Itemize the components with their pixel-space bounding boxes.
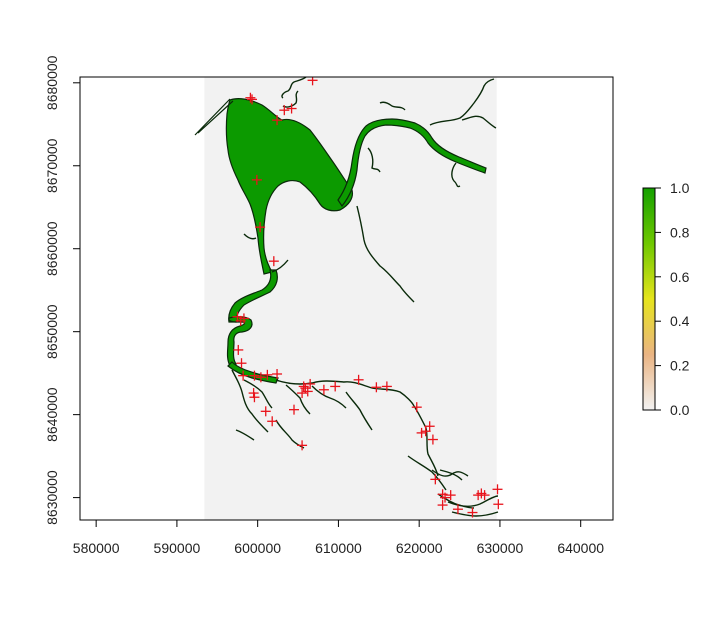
stream-lower-c [285,384,311,415]
y-tick-label: 8680000 [44,55,60,110]
x-tick-label: 590000 [154,540,201,556]
y-tick-label: 8650000 [44,304,60,359]
presence-point [249,392,260,403]
stream-mid-right [367,147,381,173]
presence-point [267,416,278,427]
presence-point [492,484,503,495]
legend-tick-label: 0.6 [670,269,690,285]
presence-point [445,490,456,501]
presence-point [233,344,244,355]
y-axis: 8630000 8640000 8650000 8660000 8670000 86800… [44,55,81,525]
stream-south-long [356,205,415,303]
presence-point [302,386,313,397]
stream-se-2 [407,455,447,491]
presence-point [249,370,260,381]
presence-point [467,507,478,518]
y-tick-label: 8670000 [44,138,60,193]
stream-east-upper [429,78,495,126]
legend-tick-label: 1.0 [670,180,690,196]
stream-se-6 [451,511,499,517]
stream-lower-e [275,419,305,449]
stream-lower-a [231,369,269,433]
stream-north-mid [282,90,299,108]
stream-east-lower [451,162,461,188]
presence-point [268,256,279,267]
stream-east-right [461,115,497,129]
upper-left-spit [194,98,234,136]
legend-tick-label: 0.0 [670,402,690,418]
presence-point [420,426,431,437]
y-tick-label: 8640000 [44,387,60,442]
presence-points [232,77,504,518]
presence-point [297,440,308,451]
presence-point [353,374,364,385]
presence-point [305,378,316,389]
presence-point [289,404,300,415]
presence-point [371,382,382,393]
stream-south-right [271,259,289,273]
stream-lower-b [243,379,273,409]
stream-west-low [235,429,255,441]
presence-point [437,500,448,511]
stream-west [243,233,257,240]
presence-point [318,384,329,395]
presence-point [272,115,283,126]
presence-point [238,313,249,324]
legend-tick-label: 0.2 [670,358,690,374]
legend-tick-label: 0.8 [670,224,690,240]
x-tick-label: 640000 [557,540,604,556]
stream-north-top [281,77,307,99]
presence-point [440,492,451,503]
bay-area [225,98,354,275]
legend-colorbar [642,187,656,411]
x-tick-label: 620000 [396,540,443,556]
presence-point [427,434,438,445]
presence-point [238,370,249,381]
presence-point [279,105,290,116]
presence-point [452,504,463,515]
y-tick-label: 8660000 [44,221,60,276]
presence-point [260,406,271,417]
legend-tick-label: 0.4 [670,313,690,329]
presence-point [416,427,427,438]
x-axis: 580000 590000 600000 610000 620000 630000 6400… [73,519,604,556]
color-legend: 0.0 0.2 0.4 0.6 0.8 1.0 [642,180,690,418]
presence-point [236,358,247,369]
stream-northeast [379,101,406,111]
presence-point [298,381,309,392]
presence-point [307,77,318,86]
x-tick-label: 580000 [73,540,120,556]
presence-point [286,103,297,114]
presence-point [381,381,392,392]
presence-point [430,474,441,485]
y-tick-label: 8630000 [44,470,60,525]
stream-se-5 [447,495,499,507]
presence-point [251,174,262,185]
x-tick-label: 630000 [477,540,524,556]
presence-point [493,499,504,510]
presence-point [247,94,258,105]
presence-point [479,490,490,501]
presence-point [424,421,435,432]
presence-point [262,369,273,380]
presence-point [255,372,266,383]
channel-upper-right [337,118,487,208]
stream-lines [231,77,499,517]
stream-se-7 [439,469,463,481]
presence-point [245,92,256,103]
x-tick-label: 600000 [234,540,281,556]
presence-point [248,388,259,399]
presence-point [272,368,283,379]
presence-point [330,381,341,392]
legend-ticks: 0.0 0.2 0.4 0.6 0.8 1.0 [655,180,690,418]
presence-point [255,222,266,233]
stream-lower-d [311,385,347,409]
x-tick-label: 610000 [315,540,362,556]
stream-se-1 [413,405,439,477]
presence-point [411,402,422,413]
stream-lower-f [345,391,373,431]
